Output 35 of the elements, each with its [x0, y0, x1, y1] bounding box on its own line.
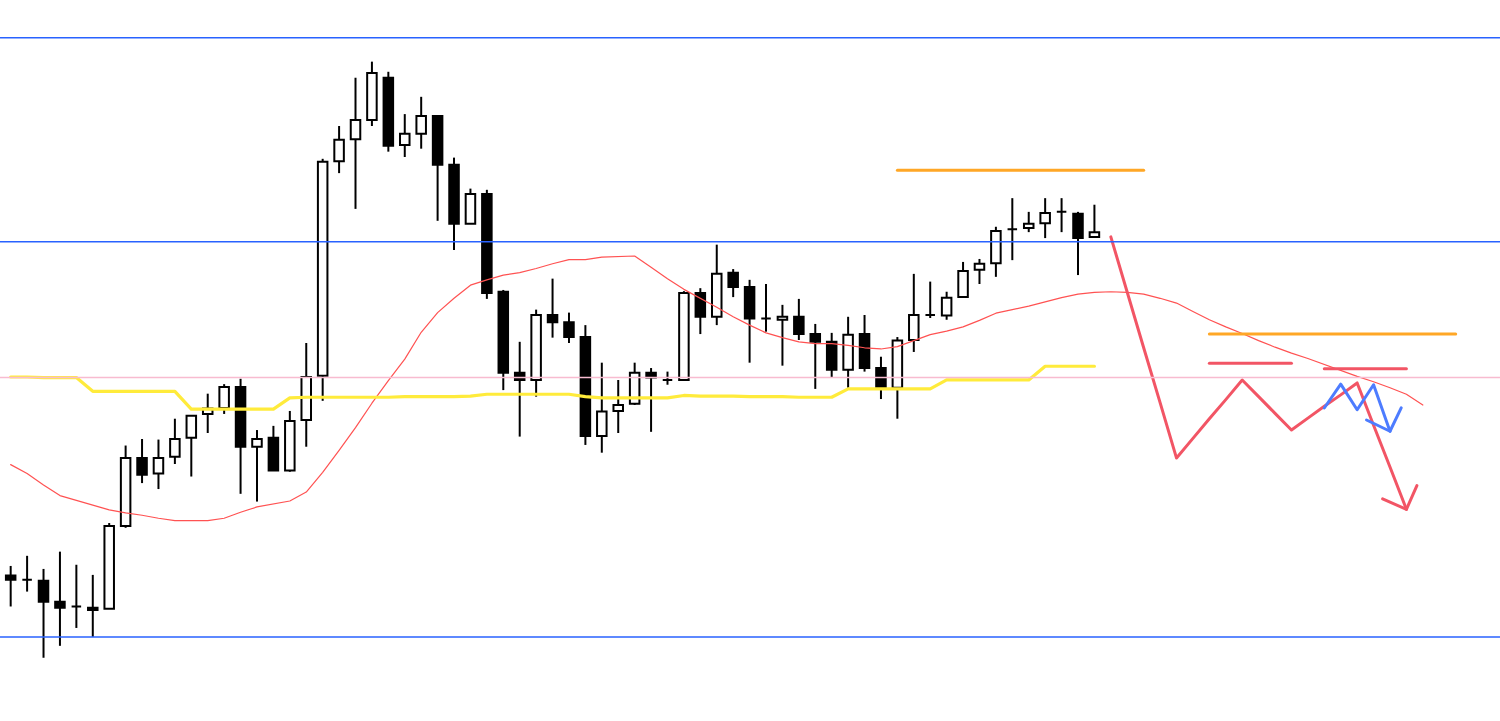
candlestick	[694, 287, 707, 336]
candlestick	[645, 367, 657, 433]
candlestick	[1055, 197, 1068, 234]
candlestick	[333, 125, 345, 175]
candlestick	[809, 322, 822, 390]
candlestick	[793, 297, 805, 342]
candlestick	[21, 554, 33, 593]
candlestick	[87, 573, 99, 638]
candlestick	[251, 429, 263, 503]
candlestick	[415, 95, 427, 150]
candlestick	[218, 383, 230, 415]
candlestick	[727, 268, 739, 299]
candlestick	[1088, 203, 1101, 238]
candlestick	[924, 280, 936, 319]
candlestick	[37, 567, 50, 659]
candlestick	[973, 257, 986, 285]
candlestick	[612, 378, 624, 435]
candlestick	[875, 355, 887, 401]
candlestick	[349, 76, 362, 210]
candlestick	[1022, 210, 1035, 234]
candlestick	[185, 414, 198, 478]
candlestick	[940, 290, 953, 321]
candlestick	[54, 550, 66, 647]
candlestick	[1006, 197, 1019, 262]
candlestick	[399, 113, 411, 159]
candlestick	[776, 303, 789, 367]
candlestick	[760, 282, 772, 333]
candlestick	[563, 311, 575, 344]
candlestick	[546, 277, 559, 339]
candlestick	[136, 437, 148, 485]
candlestick	[152, 438, 165, 491]
candlestick	[1039, 197, 1051, 240]
candlestick	[70, 563, 83, 629]
candlestick	[169, 417, 181, 466]
candlestick	[4, 564, 17, 608]
